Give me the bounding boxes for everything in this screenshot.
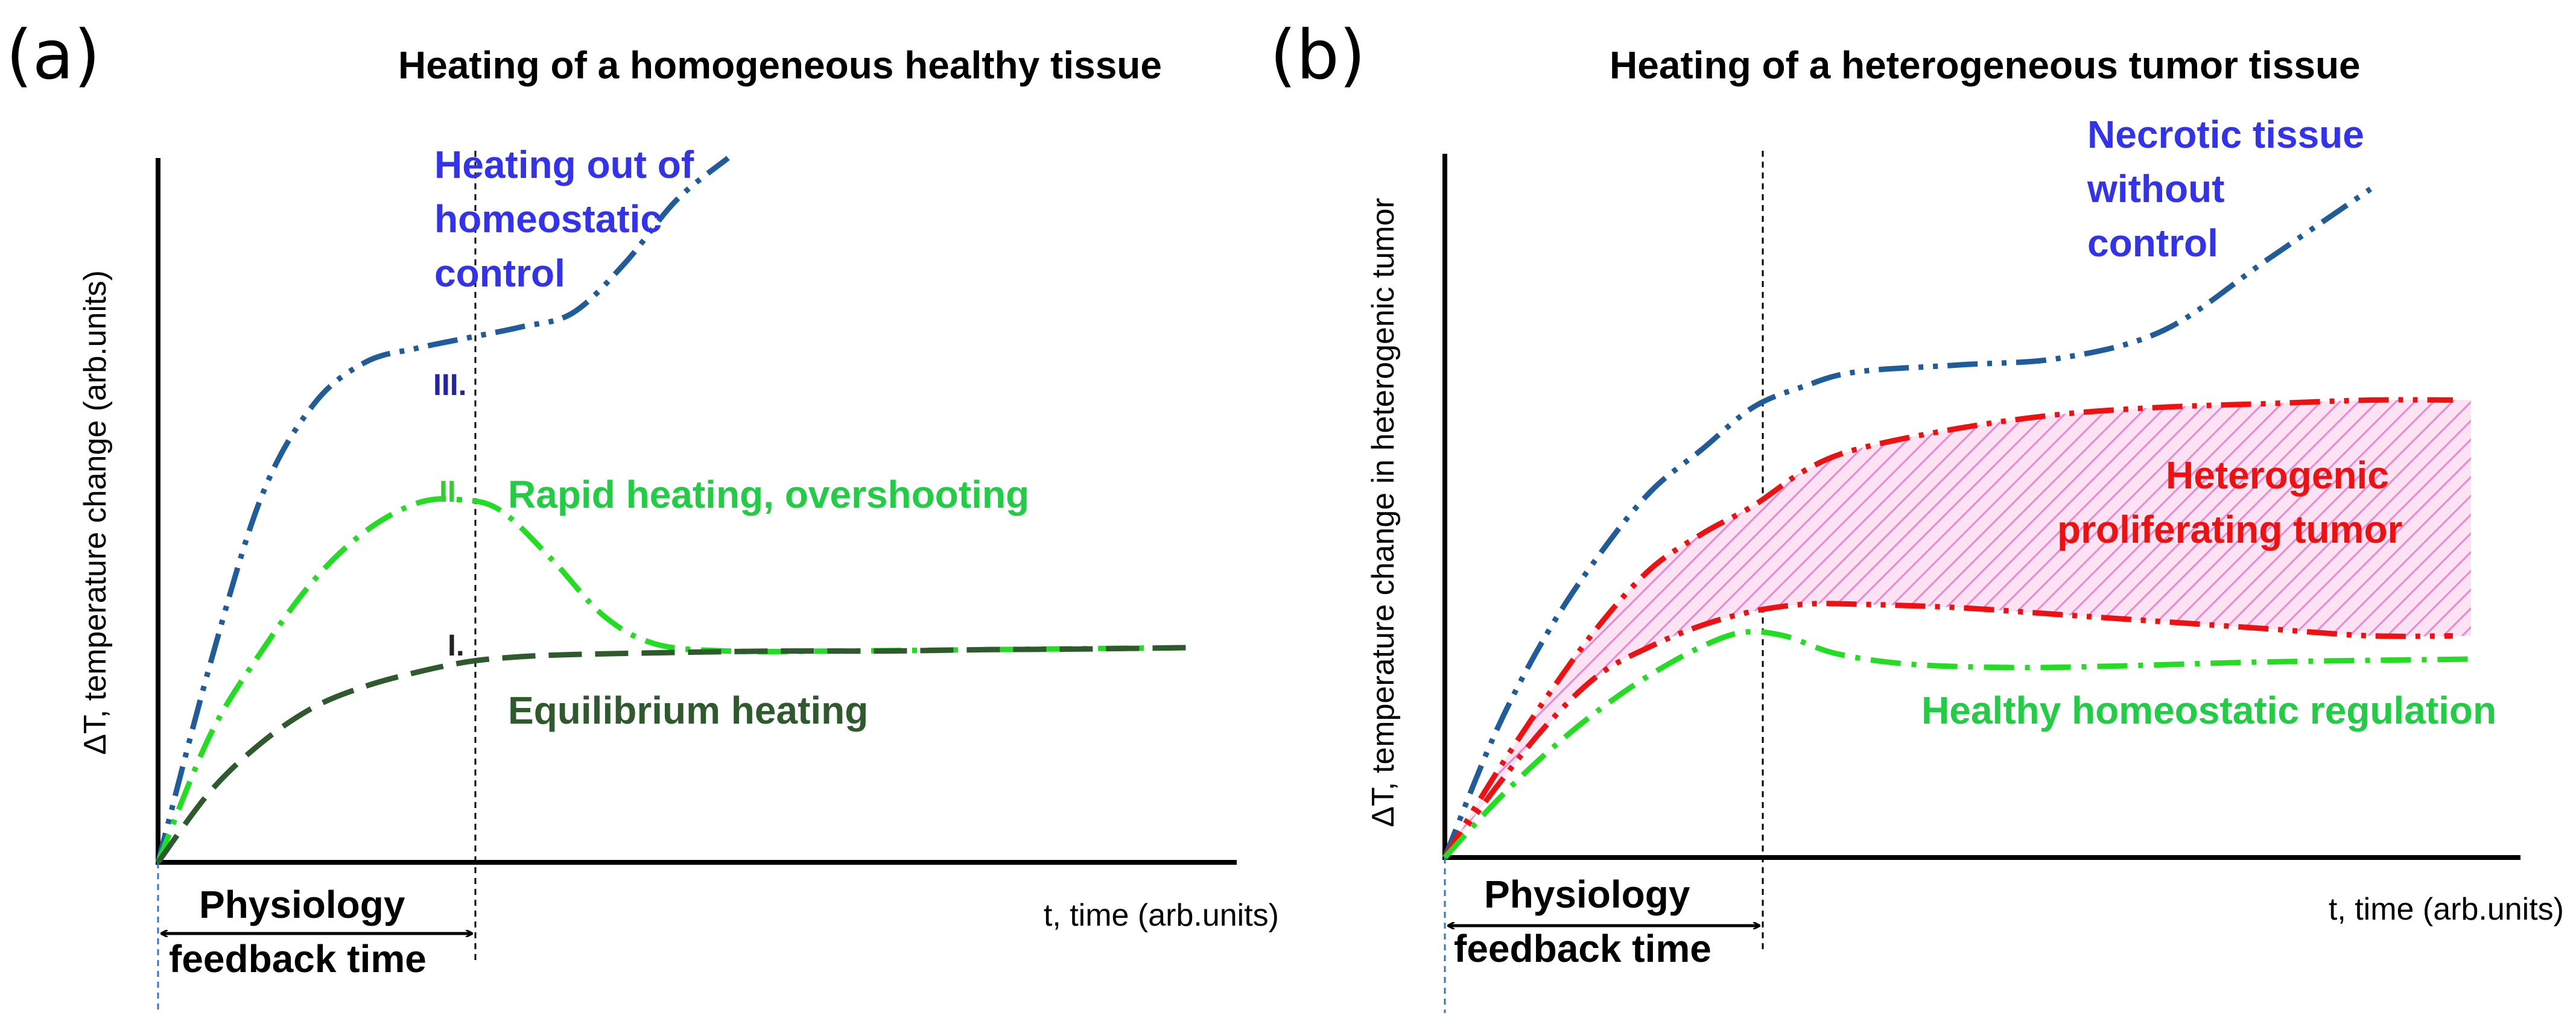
- panel-b-axes: [1442, 154, 2520, 1013]
- panel-b-feedback-label-1: Physiology: [1484, 873, 1690, 916]
- panel-b-label: (b): [1270, 16, 1365, 95]
- panel-b-annot-tumor-2: proliferating tumor: [2057, 508, 2402, 551]
- panel-b-annot-necrotic-2: without: [2087, 167, 2224, 210]
- panel-a-annot-ii: Rapid heating, overshooting: [508, 473, 1029, 516]
- panel-b-feedback-label-2: feedback time: [1454, 927, 1712, 970]
- panel-b-x-label: t, time (arb.units): [2329, 892, 2564, 927]
- panel-a-series-ii-name: II.: [439, 475, 465, 508]
- panel-b-tumor-lower-line: [1442, 601, 2453, 859]
- panel-a-feedback-label-1: Physiology: [199, 883, 405, 926]
- panel-a-series-ii-line: [155, 496, 1195, 864]
- panel-b-necrotic-line: [1442, 186, 2373, 859]
- panel-a-feedback-label-2: feedback time: [169, 937, 427, 981]
- panel-a-axes: [156, 158, 1237, 1013]
- panel-a-annot-i: Equilibrium heating: [508, 689, 868, 732]
- panel-a-series-i-name: I.: [448, 628, 465, 662]
- panel-a-y-label: ΔT, temperature change (arb.units): [78, 270, 113, 755]
- panel-b-healthy-line: [1442, 628, 2474, 860]
- panel-b-annot-necrotic-1: Necrotic tissue: [2087, 113, 2364, 156]
- panel-a-series-i-line: [156, 645, 1195, 864]
- panel-a-label: (a): [6, 16, 100, 95]
- panel-b-annot-tumor-1: Heterogenic: [2166, 453, 2389, 497]
- panel-a-series-iii-line: [155, 156, 730, 864]
- panel-b-tumor-upper-line: [1442, 397, 2453, 859]
- panel-a-annot-iii-3: control: [434, 251, 565, 295]
- panel-b-title: Heating of a heterogeneous tumor tissue: [1610, 43, 2361, 87]
- panel-b: (b) Heating of a heterogeneous tumor tis…: [1270, 16, 2564, 1013]
- panel-a: (a) Heating of a homogeneous healthy tis…: [6, 16, 1279, 1013]
- panel-a-series-iii-name: III.: [433, 368, 467, 402]
- panel-b-annot-healthy: Healthy homeostatic regulation: [1921, 689, 2496, 732]
- panel-b-y-label: ΔT, temperature change in heterogenic tu…: [1366, 198, 1401, 827]
- panel-b-tumor-band: [1445, 400, 2471, 858]
- panel-a-annot-iii-2: homeostatic: [434, 197, 662, 241]
- panel-b-annot-necrotic-3: control: [2087, 221, 2218, 265]
- panel-a-x-label: t, time (arb.units): [1044, 898, 1279, 933]
- panel-a-title: Heating of a homogeneous healthy tissue: [398, 43, 1162, 87]
- panel-a-annot-iii-1: Heating out of: [434, 143, 694, 186]
